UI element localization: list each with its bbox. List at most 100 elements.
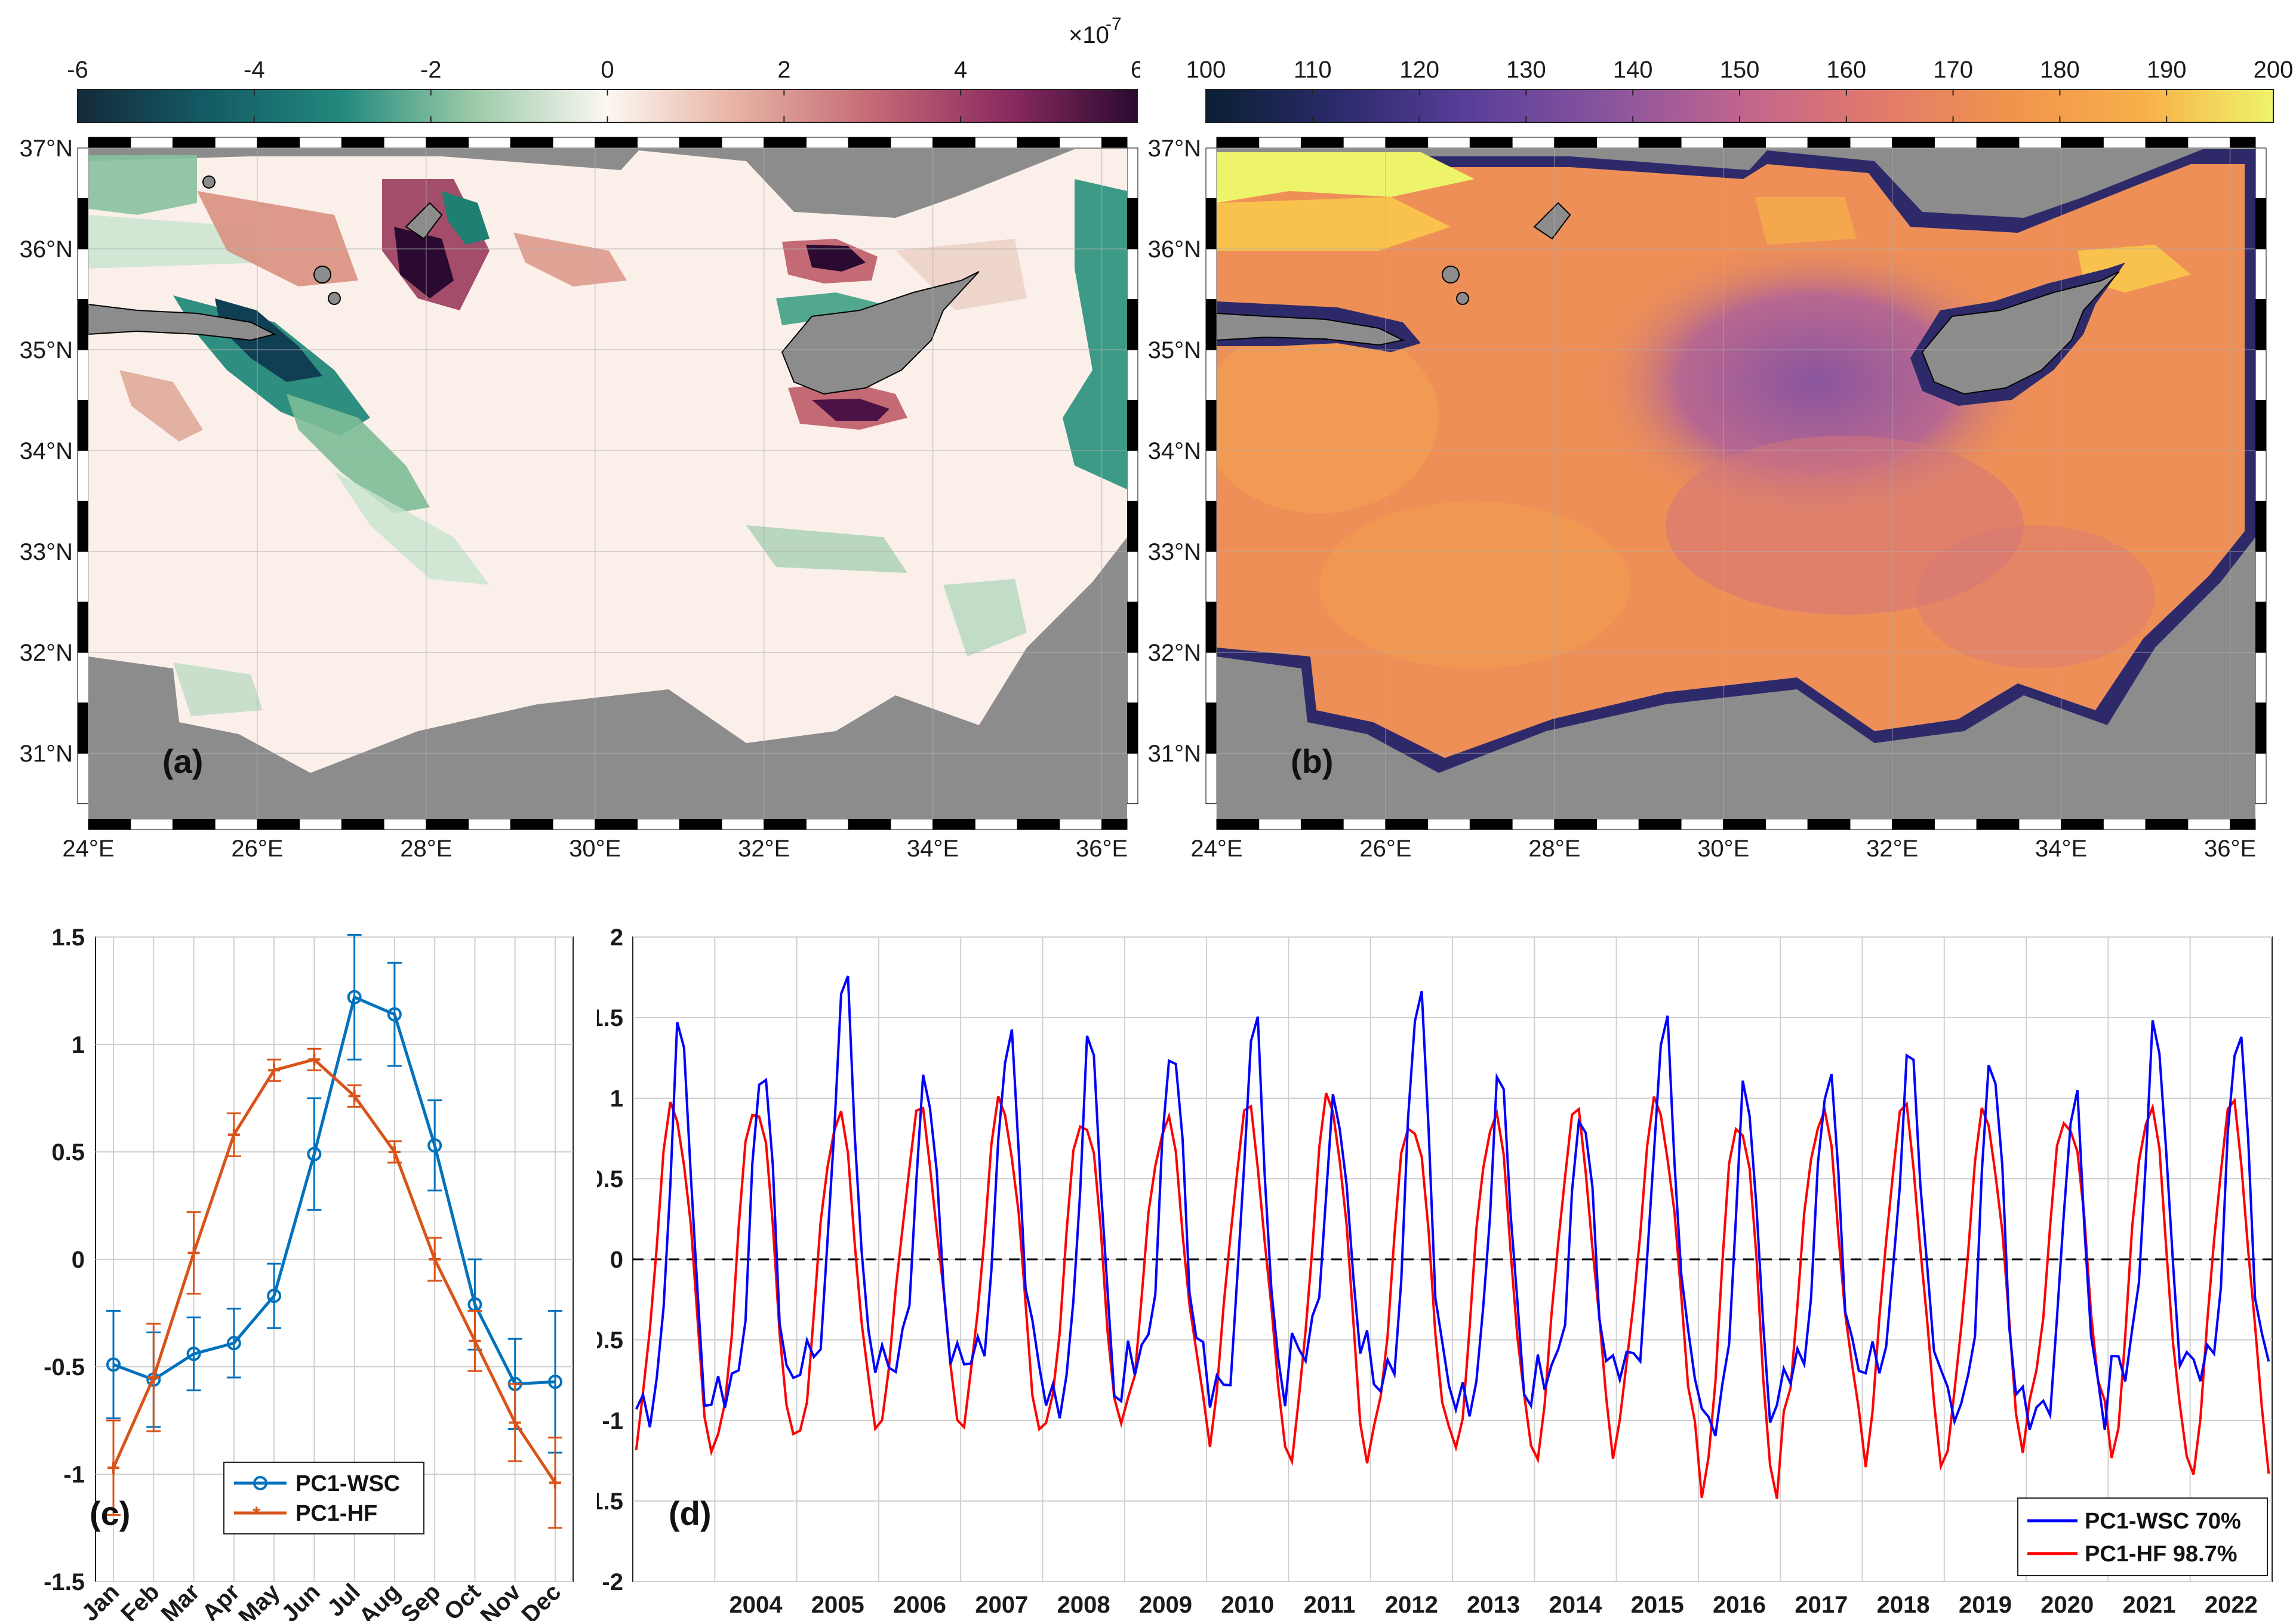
series-line-hf: [635, 1092, 2270, 1499]
y-tick-d: 1.5: [597, 1005, 623, 1031]
legend-c: PC1-WSC * PC1-HF: [223, 1462, 424, 1534]
lat-label: 33°N: [1148, 539, 1201, 565]
y-tick: -1: [63, 1462, 85, 1488]
lon-label: 28°E: [1528, 836, 1580, 862]
year-tick: 2005: [811, 1592, 864, 1618]
colorbar-tick: 4: [954, 57, 967, 83]
legend-c-hf: PC1-HF: [296, 1501, 377, 1526]
marker-wsc: [427, 1138, 442, 1153]
lon-label: 26°E: [1359, 836, 1411, 862]
lon-label: 24°E: [1190, 836, 1242, 862]
lat-label: 34°N: [20, 438, 73, 464]
lon-label: 36°E: [1076, 836, 1128, 862]
cyprus-a: [781, 271, 980, 395]
y-tick-d: 0: [610, 1247, 623, 1273]
svg-text:*: *: [253, 1503, 261, 1526]
series-line-c: [113, 995, 556, 1386]
year-tick: 2010: [1221, 1592, 1274, 1618]
panel-c-seasonal: JanFebMarAprMayJunJulAugSepOctNovDec-1.5…: [44, 924, 574, 1621]
lon-label: 34°E: [907, 836, 959, 862]
year-tick: 2013: [1467, 1592, 1520, 1618]
month-tick: Sep: [396, 1579, 446, 1621]
month-tick: Jun: [276, 1579, 325, 1621]
colorbar-a-multiplier: ×10: [1069, 22, 1109, 48]
y-tick: 1: [72, 1032, 85, 1058]
colorbar-tick: 120: [1399, 57, 1439, 83]
lon-label: 30°E: [1697, 836, 1749, 862]
series-line-wsc: [635, 975, 2270, 1437]
year-tick: 2009: [1139, 1592, 1192, 1618]
month-tick: Dec: [516, 1579, 566, 1621]
y-tick: -1.5: [44, 1569, 85, 1595]
colorbar-a-exponent: -7: [1106, 14, 1122, 34]
year-tick: 2015: [1631, 1592, 1684, 1618]
marker-wsc: [186, 1346, 201, 1361]
year-tick: 2008: [1057, 1592, 1110, 1618]
lat-label: 32°N: [1148, 640, 1201, 666]
panel-b-map: 100 110 120 130 140 150 160 170 180 190 200 24°E 26…: [1148, 57, 2294, 862]
y-tick: 0: [72, 1247, 85, 1273]
colorbar-tick: -6: [67, 57, 88, 83]
colorbar-tick: 200: [2254, 57, 2294, 83]
year-tick: 2012: [1385, 1592, 1438, 1618]
year-tick: 2017: [1795, 1592, 1848, 1618]
lat-label: 37°N: [1148, 135, 1201, 162]
y-tick-d: 2: [610, 924, 623, 951]
lon-label: 24°E: [62, 836, 114, 862]
colorbar-tick: 130: [1506, 57, 1546, 83]
lon-label: 26°E: [231, 836, 283, 862]
y-tick-d: 0.5: [597, 1166, 623, 1192]
year-tick: 2006: [893, 1592, 946, 1618]
marker-wsc: [226, 1336, 241, 1351]
lat-label: 32°N: [20, 640, 73, 666]
colorbar-tick: 190: [2147, 57, 2187, 83]
year-tick: 2018: [1877, 1592, 1930, 1618]
marker-wsc: [267, 1289, 282, 1303]
month-tick: Feb: [116, 1579, 164, 1621]
y-tick-d: -1.5: [597, 1489, 623, 1515]
year-tick: 2021: [2123, 1592, 2176, 1618]
legend-c-wsc: PC1-WSC: [296, 1471, 400, 1496]
colorbar-tick: 110: [1294, 57, 1332, 83]
lat-label: 35°N: [20, 337, 73, 363]
rhodes-a: [405, 202, 443, 240]
colorbar-tick: 140: [1613, 57, 1653, 83]
colorbar-tick: -4: [244, 57, 265, 83]
lon-label: 30°E: [569, 836, 621, 862]
lat-label: 36°N: [1148, 236, 1201, 263]
colorbar-tick: -2: [420, 57, 442, 83]
y-tick-d: -0.5: [597, 1327, 623, 1354]
lat-label: 31°N: [20, 741, 73, 767]
lat-label: 31°N: [1148, 741, 1201, 767]
colorbar-tick: 6: [1131, 57, 1140, 83]
y-tick-d: 1: [610, 1086, 623, 1112]
panel-label-d: (d): [669, 1494, 712, 1532]
panel-label-c: (c): [90, 1494, 130, 1532]
panel-label-a: (a): [162, 742, 203, 780]
marker-wsc: [548, 1375, 562, 1389]
y-tick-d: -2: [602, 1569, 623, 1595]
panel-a-map: -6 -4 -2 0 2 4 6 ×10 -7: [20, 14, 1140, 862]
legend-d: PC1-WSC 70% PC1-HF 98.7%: [2017, 1497, 2268, 1576]
lon-label: 28°E: [400, 836, 452, 862]
marker-wsc: [106, 1357, 121, 1372]
lon-label: 32°E: [738, 836, 790, 862]
lon-label: 32°E: [1866, 836, 1918, 862]
year-tick: 2019: [1959, 1592, 2012, 1618]
year-tick: 2022: [2205, 1592, 2258, 1618]
year-tick: 2011: [1304, 1592, 1356, 1618]
marker-wsc: [307, 1147, 322, 1161]
legend-d-hf: PC1-HF 98.7%: [2085, 1542, 2237, 1567]
lon-label: 36°E: [2204, 836, 2256, 862]
lat-label: 35°N: [1148, 337, 1201, 363]
panel-d-timeseries: 2004 2005 2006 2007 2008 2009 2010 2011 2012 2013…: [597, 924, 2273, 1618]
year-tick: 2014: [1549, 1592, 1602, 1618]
y-tick: -0.5: [44, 1354, 85, 1380]
year-tick: 2016: [1713, 1592, 1766, 1618]
lat-label: 33°N: [20, 539, 73, 565]
colorbar-tick: 0: [601, 57, 614, 83]
colorbar-tick: 150: [1720, 57, 1760, 83]
y-tick: 0.5: [51, 1139, 85, 1166]
marker-wsc: [387, 1007, 402, 1022]
marker-wsc: [347, 990, 362, 1004]
